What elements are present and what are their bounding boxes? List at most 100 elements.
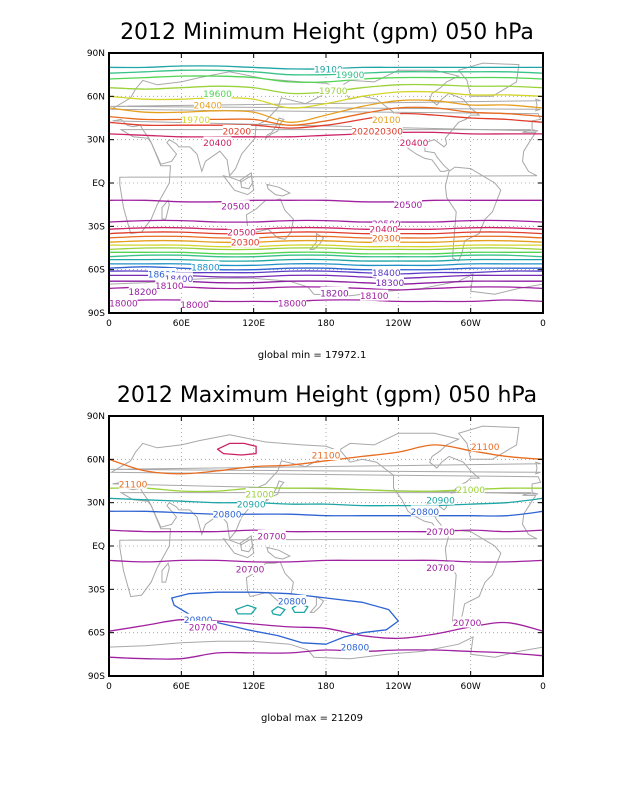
contour-label-background	[189, 620, 218, 632]
x-tick-label: 0	[540, 682, 546, 692]
coastline-greenland	[457, 425, 520, 460]
contour-label-background	[372, 113, 401, 125]
contour-label-background	[191, 260, 220, 272]
contour-label-background	[236, 563, 265, 575]
coastline-madagascar	[161, 199, 170, 220]
x-tick-label: 120W	[385, 319, 411, 329]
contour-label-background	[181, 113, 210, 125]
contour-label-background	[426, 525, 455, 537]
y-tick-label: 90N	[87, 412, 105, 422]
contour-label-background	[164, 272, 193, 284]
contour-label-background	[372, 231, 401, 243]
contour-label: 18200	[128, 288, 157, 298]
contour-20300	[109, 231, 543, 235]
contour-label: 18600	[148, 271, 177, 281]
contour-label-background	[221, 200, 250, 212]
contour-label: 18000	[109, 299, 138, 309]
contour-label-background	[340, 641, 369, 653]
contour-label: 20700	[426, 564, 455, 574]
contour-label-background	[375, 276, 404, 288]
x-tick-label: 60E	[173, 682, 190, 692]
y-tick-label: EQ	[92, 179, 105, 189]
contour-18800	[109, 263, 543, 267]
y-tick-label: 30N	[87, 499, 105, 509]
contour-20200	[109, 106, 543, 126]
x-tick-label: 0	[540, 319, 546, 329]
x-tick-label: 120E	[242, 319, 265, 329]
axis-ticks: 0 60E 120E 180 120W 60W 0 90N 60N 30N EQ 30S 60S 90S	[87, 49, 546, 329]
contour-label-background	[400, 136, 429, 148]
contour-label: 20800	[213, 511, 242, 521]
contour-20100	[109, 235, 543, 239]
contour-20300	[109, 112, 543, 129]
contour-label-background	[456, 483, 485, 495]
contour-label-background	[351, 125, 380, 136]
contour-label: 20900	[426, 496, 455, 506]
contour-label-background	[231, 236, 260, 248]
coastline-guinea	[266, 546, 291, 560]
contour-label: 20300	[374, 128, 403, 138]
contour-lines	[109, 442, 543, 660]
y-tick-label: 60S	[88, 629, 105, 639]
min-height-panel: 2012 Minimum Height (gpm) 050 hPa 191001…	[87, 20, 546, 361]
contour-18600	[109, 266, 543, 271]
coastline-uk	[110, 461, 541, 475]
axis-ticks: 0 60E 120E 180 120W 60W 0 90N 60N 30N EQ 30S 60S 90S	[87, 412, 546, 692]
closed-contour-20800	[271, 606, 286, 616]
contour-label: 20300	[231, 239, 260, 249]
y-tick-label: 60N	[87, 92, 105, 102]
contour-label: 20700	[236, 566, 265, 576]
contour-label: 20800	[411, 508, 440, 518]
coastline-guinea	[266, 183, 291, 197]
contour-label-background	[314, 62, 343, 74]
contour-label-background	[369, 223, 398, 235]
contour-label: 20100	[372, 116, 401, 126]
y-tick-label: 60S	[88, 266, 105, 276]
contour-label: 19600	[203, 90, 232, 100]
y-tick-label: 90S	[88, 672, 105, 682]
contour-label: 19700	[181, 116, 210, 126]
contour-label: 20200	[351, 128, 380, 138]
x-tick-label: 180	[317, 682, 334, 692]
contour-label-background	[180, 298, 209, 310]
contour-20700	[109, 649, 543, 660]
contour-label-background	[184, 613, 213, 625]
x-tick-label: 180	[317, 319, 334, 329]
contour-label-background	[453, 616, 482, 628]
coastline-australia	[245, 561, 294, 603]
contour-label: 21000	[245, 491, 274, 501]
contour-label-background	[193, 99, 222, 110]
contour-label: 20200	[222, 128, 251, 138]
contour-label-background	[119, 477, 148, 489]
coastline-namerica	[336, 69, 481, 172]
x-tick-label: 0	[106, 682, 112, 692]
contour-label: 19100	[314, 65, 343, 75]
contour-label-background	[155, 279, 184, 291]
contour-20700	[109, 559, 543, 563]
y-tick-label: 30N	[87, 136, 105, 146]
contour-label-background	[312, 449, 340, 460]
max-height-title: 2012 Maximum Height (gpm) 050 hPa	[117, 383, 537, 408]
contour-19900	[109, 239, 543, 244]
closed-contour-20800	[171, 591, 399, 645]
max-height-panel: 2012 Maximum Height (gpm) 050 hPa 21100 2…	[87, 383, 546, 724]
closed-contour-20800	[234, 604, 257, 615]
y-tick-label: 90S	[88, 309, 105, 319]
coastline-samerica	[444, 529, 502, 625]
y-tick-label: EQ	[92, 542, 105, 552]
contour-label-background	[245, 488, 274, 499]
contour-19300	[109, 69, 543, 76]
contour-label-background	[203, 136, 232, 148]
contour-label-background	[320, 286, 349, 298]
gridlines	[109, 416, 543, 676]
y-tick-label: 60N	[87, 455, 105, 465]
contour-20100	[109, 99, 543, 123]
contour-20700	[109, 529, 543, 533]
contour-label-background	[203, 87, 232, 99]
contour-label: 21100	[119, 480, 148, 490]
coastline-nz	[309, 232, 325, 250]
contour-label: 20400	[194, 102, 223, 112]
